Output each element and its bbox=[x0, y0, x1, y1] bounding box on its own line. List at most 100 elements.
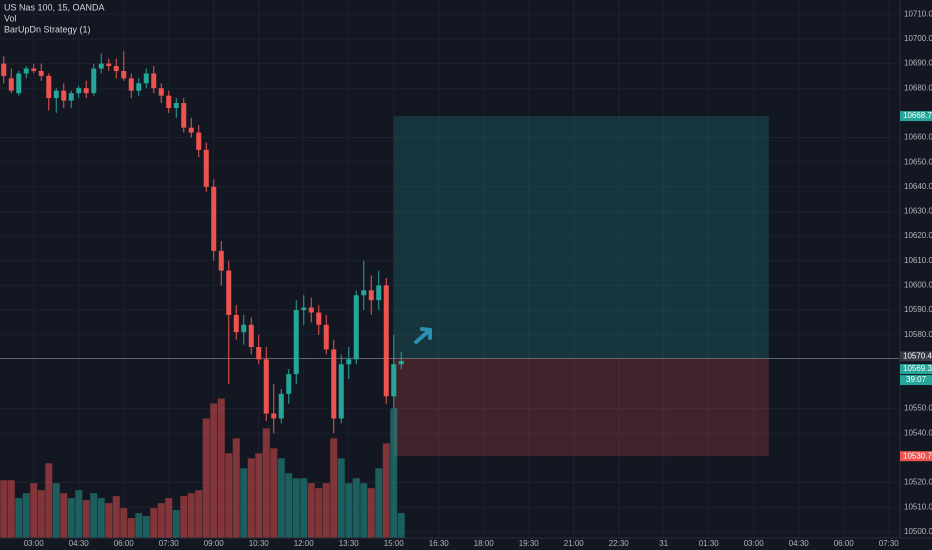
y-tick-label: 10550.0 bbox=[904, 404, 932, 413]
y-tick-label: 10590.0 bbox=[904, 305, 932, 314]
candle-body bbox=[293, 310, 299, 375]
last-price-label-bg bbox=[900, 364, 932, 375]
candle-body bbox=[323, 324, 329, 350]
stop-zone bbox=[393, 358, 769, 457]
candle-body bbox=[263, 359, 269, 414]
stop-price-label-bg bbox=[900, 451, 932, 462]
volume-bar bbox=[135, 513, 143, 538]
y-tick-label: 10500.0 bbox=[904, 527, 932, 536]
volume-bar bbox=[307, 483, 315, 538]
candle-body bbox=[211, 186, 217, 251]
candle-body bbox=[158, 88, 164, 96]
y-tick-label: 10600.0 bbox=[904, 280, 932, 289]
volume-bar bbox=[322, 483, 330, 538]
candle-body bbox=[38, 70, 44, 76]
candle-body bbox=[151, 73, 157, 89]
x-tick-label: 22:30 bbox=[609, 539, 630, 548]
volume-bar bbox=[60, 493, 68, 538]
volume-bar bbox=[330, 438, 338, 538]
volume-bar bbox=[112, 496, 120, 538]
volume-bar bbox=[150, 508, 158, 538]
candle-body bbox=[181, 103, 187, 128]
y-tick-label: 10510.0 bbox=[904, 502, 932, 511]
volume-bar bbox=[172, 510, 180, 538]
volume-bar bbox=[90, 493, 98, 538]
candle-body bbox=[113, 66, 119, 71]
candle-body bbox=[1, 63, 7, 76]
volume-bar bbox=[262, 428, 270, 538]
x-tick-label: 09:00 bbox=[204, 539, 225, 548]
y-tick-label: 10640.0 bbox=[904, 182, 932, 191]
x-tick-label: 18:00 bbox=[474, 539, 495, 548]
candle-body bbox=[16, 73, 22, 94]
candle-body bbox=[308, 307, 314, 313]
y-tick-label: 10650.0 bbox=[904, 157, 932, 166]
volume-bar bbox=[37, 490, 45, 538]
candle-body bbox=[241, 324, 247, 333]
candle-body bbox=[173, 103, 179, 108]
volume-bar bbox=[382, 443, 390, 538]
volume-bar bbox=[240, 468, 248, 538]
volume-bar bbox=[52, 483, 60, 538]
volume-bar bbox=[165, 498, 173, 538]
volume-bar bbox=[315, 488, 323, 538]
candle-body bbox=[53, 90, 59, 99]
candle-body bbox=[286, 374, 292, 394]
candle-body bbox=[338, 364, 344, 419]
x-tick-label: 03:00 bbox=[744, 539, 765, 548]
strategy-legend: BarUpDn Strategy (1) bbox=[4, 24, 91, 34]
x-tick-label: 07:30 bbox=[879, 539, 900, 548]
candle-body bbox=[218, 250, 224, 271]
volume-bar bbox=[0, 480, 8, 538]
candles bbox=[1, 51, 404, 434]
candle-body bbox=[248, 324, 254, 348]
candle-body bbox=[121, 70, 127, 79]
volume-legend: Vol bbox=[4, 13, 17, 23]
y-tick-label: 10520.0 bbox=[904, 478, 932, 487]
candle-body bbox=[301, 307, 307, 311]
candle-body bbox=[361, 290, 367, 296]
candle-body bbox=[8, 78, 14, 91]
candle-body bbox=[83, 88, 89, 94]
volume-bar bbox=[22, 493, 30, 538]
volume-bar bbox=[375, 468, 383, 538]
last-price-label: 10569.3 bbox=[903, 364, 932, 373]
candle-body bbox=[166, 95, 172, 108]
chart-title: US Nas 100, 15, OANDA bbox=[4, 2, 105, 12]
entry-price-label-bg bbox=[900, 351, 932, 362]
volume-bar bbox=[105, 503, 113, 538]
candle-body bbox=[31, 68, 37, 71]
y-tick-label: 10580.0 bbox=[904, 330, 932, 339]
candle-body bbox=[136, 83, 142, 91]
candle-body bbox=[226, 270, 232, 315]
candle-body bbox=[128, 78, 134, 91]
volume-bar bbox=[97, 498, 105, 538]
volume bbox=[0, 398, 405, 538]
volume-bar bbox=[7, 480, 15, 538]
volume-bar bbox=[210, 403, 218, 538]
candle-body bbox=[271, 413, 277, 419]
volume-bar bbox=[15, 498, 23, 538]
grid bbox=[0, 0, 900, 538]
y-tick-label: 10680.0 bbox=[904, 83, 932, 92]
candle-body bbox=[391, 364, 397, 397]
volume-bar bbox=[285, 473, 293, 538]
volume-bar bbox=[187, 493, 195, 538]
volume-bar bbox=[247, 458, 255, 538]
volume-bar bbox=[300, 478, 308, 538]
candle-body bbox=[188, 127, 194, 133]
candle-body bbox=[68, 93, 74, 101]
stop-price-label: 10530.7 bbox=[903, 451, 932, 460]
candle-body bbox=[98, 63, 104, 69]
candle-body bbox=[346, 359, 352, 365]
x-tick-label: 10:30 bbox=[249, 539, 270, 548]
target-zone bbox=[393, 116, 769, 359]
volume-bar bbox=[352, 478, 360, 538]
axes: 10500.0 10510.0 10520.0 10540.0 10550.0 10580… bbox=[24, 9, 932, 548]
candle-body bbox=[143, 73, 149, 84]
volume-bar bbox=[225, 453, 233, 538]
position-tool[interactable] bbox=[0, 116, 900, 457]
y-tick-label: 10710.0 bbox=[904, 9, 932, 18]
